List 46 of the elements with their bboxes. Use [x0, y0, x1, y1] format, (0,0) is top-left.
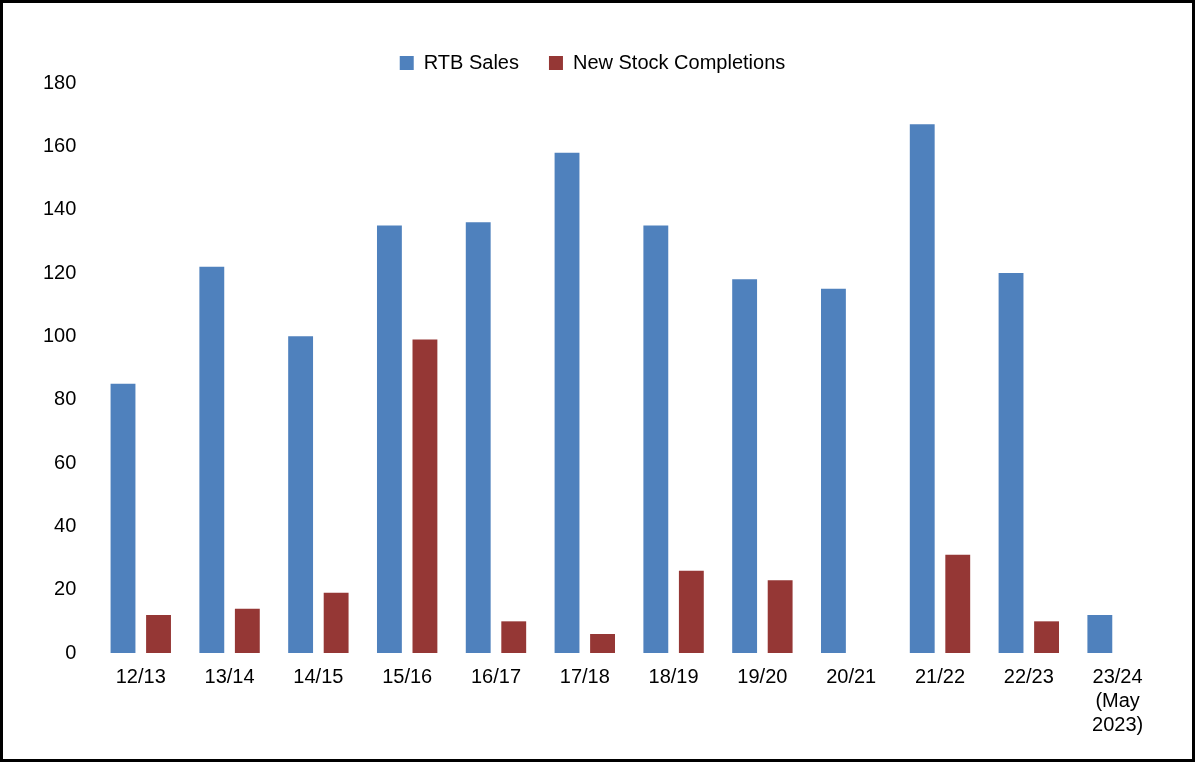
y-tick-label: 180 [42, 70, 77, 93]
bar [643, 225, 669, 653]
y-tick-label: 160 [42, 133, 77, 156]
bar [234, 608, 260, 653]
y-tick-label: 40 [54, 513, 77, 536]
x-tick-label: 22/23 [1003, 664, 1054, 687]
bar [678, 570, 704, 653]
x-tick-label: 21/22 [914, 664, 966, 687]
bar [732, 279, 758, 653]
bar [110, 383, 136, 653]
x-tick-label: 19/20 [737, 664, 788, 687]
x-tick-label: 12/13 [115, 664, 166, 687]
x-tick-label: 14/15 [293, 664, 344, 687]
bar [465, 222, 491, 653]
bar [323, 592, 349, 653]
x-tick-label: 18/19 [648, 664, 699, 687]
bar [376, 225, 402, 653]
legend-label: New Stock Completions [572, 50, 786, 73]
bar [1087, 615, 1113, 653]
bar [590, 634, 615, 653]
x-tick-label: 23/24 (May 2023) [1092, 664, 1144, 735]
bar [909, 124, 935, 653]
bar [821, 288, 846, 653]
bar [998, 273, 1024, 653]
y-tick-label: 60 [54, 450, 77, 473]
x-tick-label: 16/17 [470, 664, 522, 687]
x-tick-label: 13/14 [204, 664, 255, 687]
y-tick-label: 20 [54, 577, 77, 600]
bar [554, 152, 580, 653]
bar [288, 336, 314, 653]
y-tick-label: 80 [54, 387, 77, 410]
y-tick-label: 0 [65, 640, 77, 663]
bar [501, 621, 527, 653]
bar [1034, 621, 1059, 653]
bar [146, 615, 171, 653]
y-tick-label: 100 [42, 323, 77, 346]
x-tick-label: 20/21 [826, 664, 877, 687]
bar [767, 580, 793, 653]
legend-label: RTB Sales [423, 50, 519, 73]
bar [945, 554, 971, 653]
x-tick-label: 17/18 [559, 664, 610, 687]
y-tick-label: 120 [42, 260, 77, 283]
bar [412, 339, 438, 653]
y-tick-label: 140 [42, 197, 77, 220]
bar [199, 266, 225, 653]
x-tick-label: 15/16 [382, 664, 433, 687]
